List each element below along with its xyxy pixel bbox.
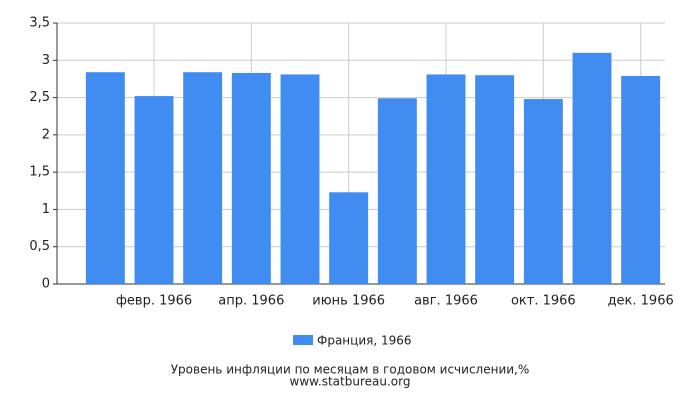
y-tick-label: 0,5 xyxy=(29,239,50,254)
bar xyxy=(134,96,174,284)
x-tick-label: февр. 1966 xyxy=(116,294,192,309)
y-tick-label: 1 xyxy=(42,202,50,217)
bar xyxy=(85,72,125,285)
y-tick-label: 2 xyxy=(42,127,50,142)
y-tick-label: 0 xyxy=(42,277,50,292)
y-tick-label: 2,5 xyxy=(29,90,50,105)
y-tick-label: 3 xyxy=(42,53,50,68)
bar xyxy=(377,98,417,285)
source: www.statbureau.org xyxy=(290,375,411,389)
legend-swatch xyxy=(293,335,313,345)
y-tick-label: 3,5 xyxy=(29,16,50,31)
x-tick-label: июнь 1966 xyxy=(312,294,385,309)
bar xyxy=(572,52,612,285)
x-tick-label: дек. 1966 xyxy=(608,294,674,309)
bar xyxy=(280,74,320,284)
x-tick-label: авг. 1966 xyxy=(414,294,478,309)
bar xyxy=(621,75,661,285)
bar xyxy=(475,75,515,284)
caption: Уровень инфляции по месяцам в годовом ис… xyxy=(171,363,530,377)
bar xyxy=(329,192,369,284)
bar xyxy=(523,99,563,284)
y-tick-label: 1,5 xyxy=(29,165,50,180)
bar xyxy=(426,74,466,284)
legend-label: Франция, 1966 xyxy=(317,334,412,348)
bar xyxy=(183,72,223,285)
x-tick-label: окт. 1966 xyxy=(511,294,576,309)
bar xyxy=(231,72,271,284)
x-tick-label: апр. 1966 xyxy=(218,294,284,309)
